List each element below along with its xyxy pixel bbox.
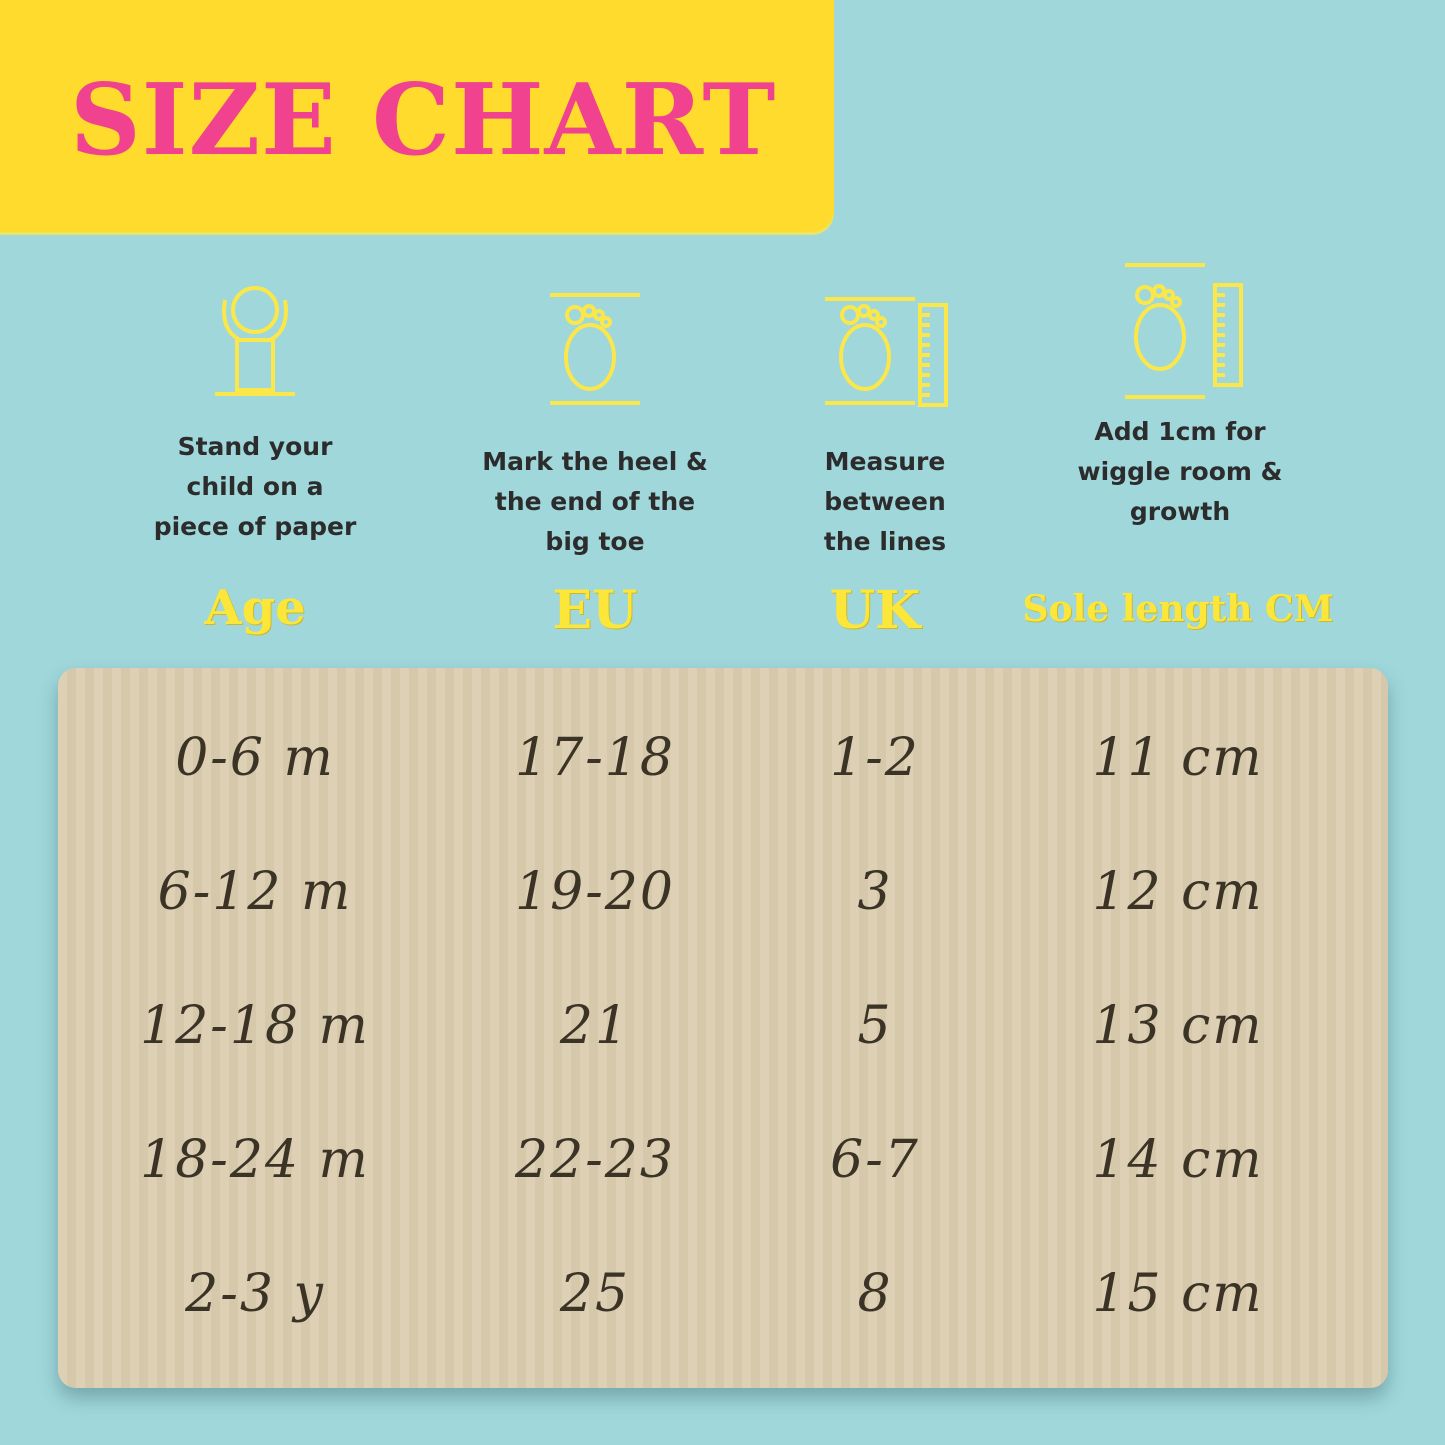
- instruction-step: Mark the heel & the end of the big toe: [465, 285, 725, 562]
- column-header: Age: [204, 580, 306, 636]
- instruction-step: Add 1cm for wiggle room & growth: [1050, 255, 1310, 532]
- step-text-line: big toe: [545, 527, 645, 556]
- column-header: EU: [552, 580, 638, 641]
- step-text-line: Stand your: [177, 432, 333, 461]
- table-cell: 6-7: [830, 1130, 920, 1190]
- step-text-line: between: [824, 487, 946, 516]
- table-cell: 21: [559, 996, 631, 1056]
- table-cell: 8: [857, 1264, 893, 1324]
- step-text-line: growth: [1129, 497, 1231, 526]
- table-row: 2-3 y 25 8 15 cm: [58, 1254, 1388, 1334]
- instruction-step: Measure between the lines: [755, 285, 1015, 562]
- table-cell: 17-18: [515, 728, 675, 788]
- table-cell: 11 cm: [1092, 728, 1264, 788]
- table-cell: 3: [857, 862, 893, 922]
- table-cell: 22-23: [515, 1130, 675, 1190]
- step-text: Add 1cm for wiggle room & growth: [1050, 412, 1310, 532]
- table-cell: 15 cm: [1092, 1264, 1264, 1324]
- column-header: Sole length CM: [1022, 588, 1334, 630]
- table-cell: 1-2: [830, 728, 920, 788]
- step-text-line: Measure: [824, 447, 946, 476]
- step-text-line: the end of the: [494, 487, 696, 516]
- step-text-line: Add 1cm for: [1094, 417, 1266, 446]
- step-text-line: the lines: [823, 527, 947, 556]
- size-table: 0-6 m 17-18 1-2 11 cm 6-12 m 19-20 3 12 cm 12-18…: [58, 668, 1388, 1388]
- child-standing-icon: [125, 270, 385, 405]
- table-cell: 5: [857, 996, 893, 1056]
- foot-ruler-icon: [755, 285, 1015, 420]
- instruction-step: Stand your child on a piece of paper: [125, 270, 385, 547]
- step-text-line: Mark the heel &: [482, 447, 708, 476]
- foot-ruler-extra-icon: [1050, 255, 1310, 399]
- table-cell: 19-20: [515, 862, 675, 922]
- table-cell: 6-12 m: [157, 862, 353, 922]
- table-row: 0-6 m 17-18 1-2 11 cm: [58, 718, 1388, 798]
- table-cell: 2-3 y: [185, 1264, 325, 1324]
- step-text: Measure between the lines: [755, 442, 1015, 562]
- foot-marked-icon: [465, 285, 725, 420]
- step-text-line: piece of paper: [153, 512, 357, 541]
- table-cell: 18-24 m: [140, 1130, 370, 1190]
- step-text-line: child on a: [186, 472, 324, 501]
- table-cell: 12-18 m: [140, 996, 370, 1056]
- table-cell: 13 cm: [1092, 996, 1264, 1056]
- table-cell: 25: [559, 1264, 631, 1324]
- column-header: UK: [829, 580, 921, 641]
- step-text: Mark the heel & the end of the big toe: [465, 442, 725, 562]
- page-title: SIZE CHART: [70, 63, 777, 178]
- step-text-line: wiggle room &: [1077, 457, 1283, 486]
- table-row: 6-12 m 19-20 3 12 cm: [58, 852, 1388, 932]
- table-cell: 14 cm: [1092, 1130, 1264, 1190]
- table-row: 18-24 m 22-23 6-7 14 cm: [58, 1120, 1388, 1200]
- table-cell: 0-6 m: [175, 728, 335, 788]
- table-cell: 12 cm: [1092, 862, 1264, 922]
- title-banner: SIZE CHART: [0, 0, 834, 232]
- step-text: Stand your child on a piece of paper: [125, 427, 385, 547]
- table-row: 12-18 m 21 5 13 cm: [58, 986, 1388, 1066]
